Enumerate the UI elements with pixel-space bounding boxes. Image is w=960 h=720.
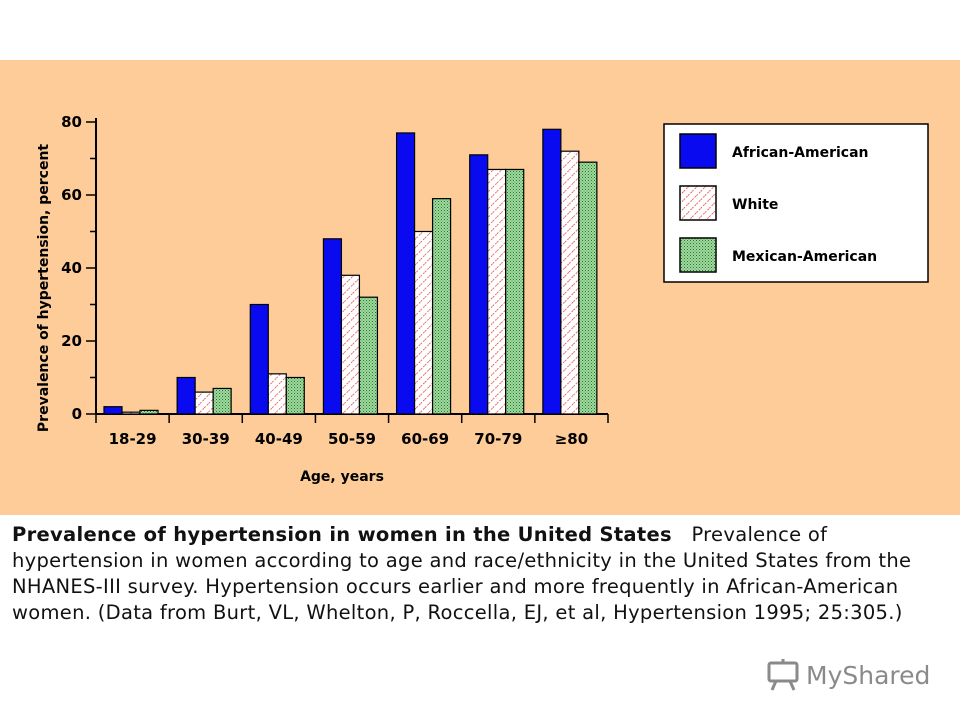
bar-mexican-american-5 — [505, 168, 525, 415]
axes: 0 20 40 60 80 18-29 30-39 40-49 50-59 60-69 70-79 ≥… — [36, 113, 609, 485]
bar-white-3 — [340, 274, 361, 415]
y-tick-label: 80 — [61, 113, 82, 131]
bar-african-american-3 — [322, 238, 343, 415]
legend-label: African-American — [732, 145, 869, 161]
legend-label: White — [732, 197, 778, 213]
x-tick-label: 40-49 — [255, 430, 303, 448]
bar-white-0 — [121, 411, 141, 415]
watermark-text: MyShared — [806, 660, 931, 690]
x-tick-label: 60-69 — [401, 430, 449, 448]
chart-panel: 0 20 40 60 80 18-29 30-39 40-49 50-59 60-69 70-79 ≥… — [0, 60, 960, 515]
bars — [103, 128, 598, 415]
bar-mexican-american-6 — [578, 161, 598, 415]
bar-mexican-american-3 — [358, 296, 379, 415]
y-tick-label: 60 — [61, 186, 82, 204]
x-tick-label: 70-79 — [474, 430, 522, 448]
x-tick-label: 50-59 — [328, 430, 376, 448]
bar-white-6 — [560, 150, 580, 415]
y-tick-label: 0 — [72, 405, 82, 423]
x-tick-label: 30-39 — [182, 430, 230, 448]
y-tick-label: 40 — [61, 259, 82, 277]
figure-caption: Prevalence of hypertension in women in t… — [12, 522, 947, 626]
bar-chart: 0 20 40 60 80 18-29 30-39 40-49 50-59 60-69 70-79 ≥… — [36, 113, 929, 485]
projector-screen-icon — [767, 659, 799, 691]
bar-mexican-american-0 — [139, 409, 159, 415]
legend-label: Mexican-American — [732, 249, 877, 265]
legend-swatch-white — [679, 185, 717, 221]
bar-mexican-american-1 — [212, 387, 232, 415]
bar-white-5 — [487, 168, 507, 415]
legend-swatch-african-american — [679, 133, 717, 169]
legend: African-American White Mexican-American — [663, 123, 929, 283]
legend-swatch-mexican-american — [679, 237, 717, 273]
bar-african-american-0 — [103, 406, 123, 415]
bar-african-american-1 — [176, 376, 196, 415]
y-axis-title: Prevalence of hypertension, percent — [36, 144, 52, 433]
bar-mexican-american-2 — [285, 376, 305, 415]
bar-african-american-2 — [249, 303, 269, 415]
y-tick-label: 20 — [61, 332, 82, 350]
bar-white-2 — [267, 373, 287, 415]
x-axis-title: Age, years — [300, 469, 384, 485]
x-tick-label: 18-29 — [109, 430, 157, 448]
caption-body: Prevalence of hypertension in women acco… — [12, 523, 912, 624]
bar-white-4 — [413, 230, 434, 415]
bar-african-american-4 — [395, 132, 416, 415]
bar-mexican-american-4 — [431, 198, 452, 415]
watermark-logo: MyShared — [766, 658, 930, 692]
bar-white-1 — [194, 391, 214, 415]
x-tick-label: ≥80 — [555, 430, 588, 448]
bar-african-american-6 — [542, 128, 562, 415]
caption-title: Prevalence of hypertension in women in t… — [12, 523, 672, 546]
bar-african-american-5 — [469, 154, 489, 415]
